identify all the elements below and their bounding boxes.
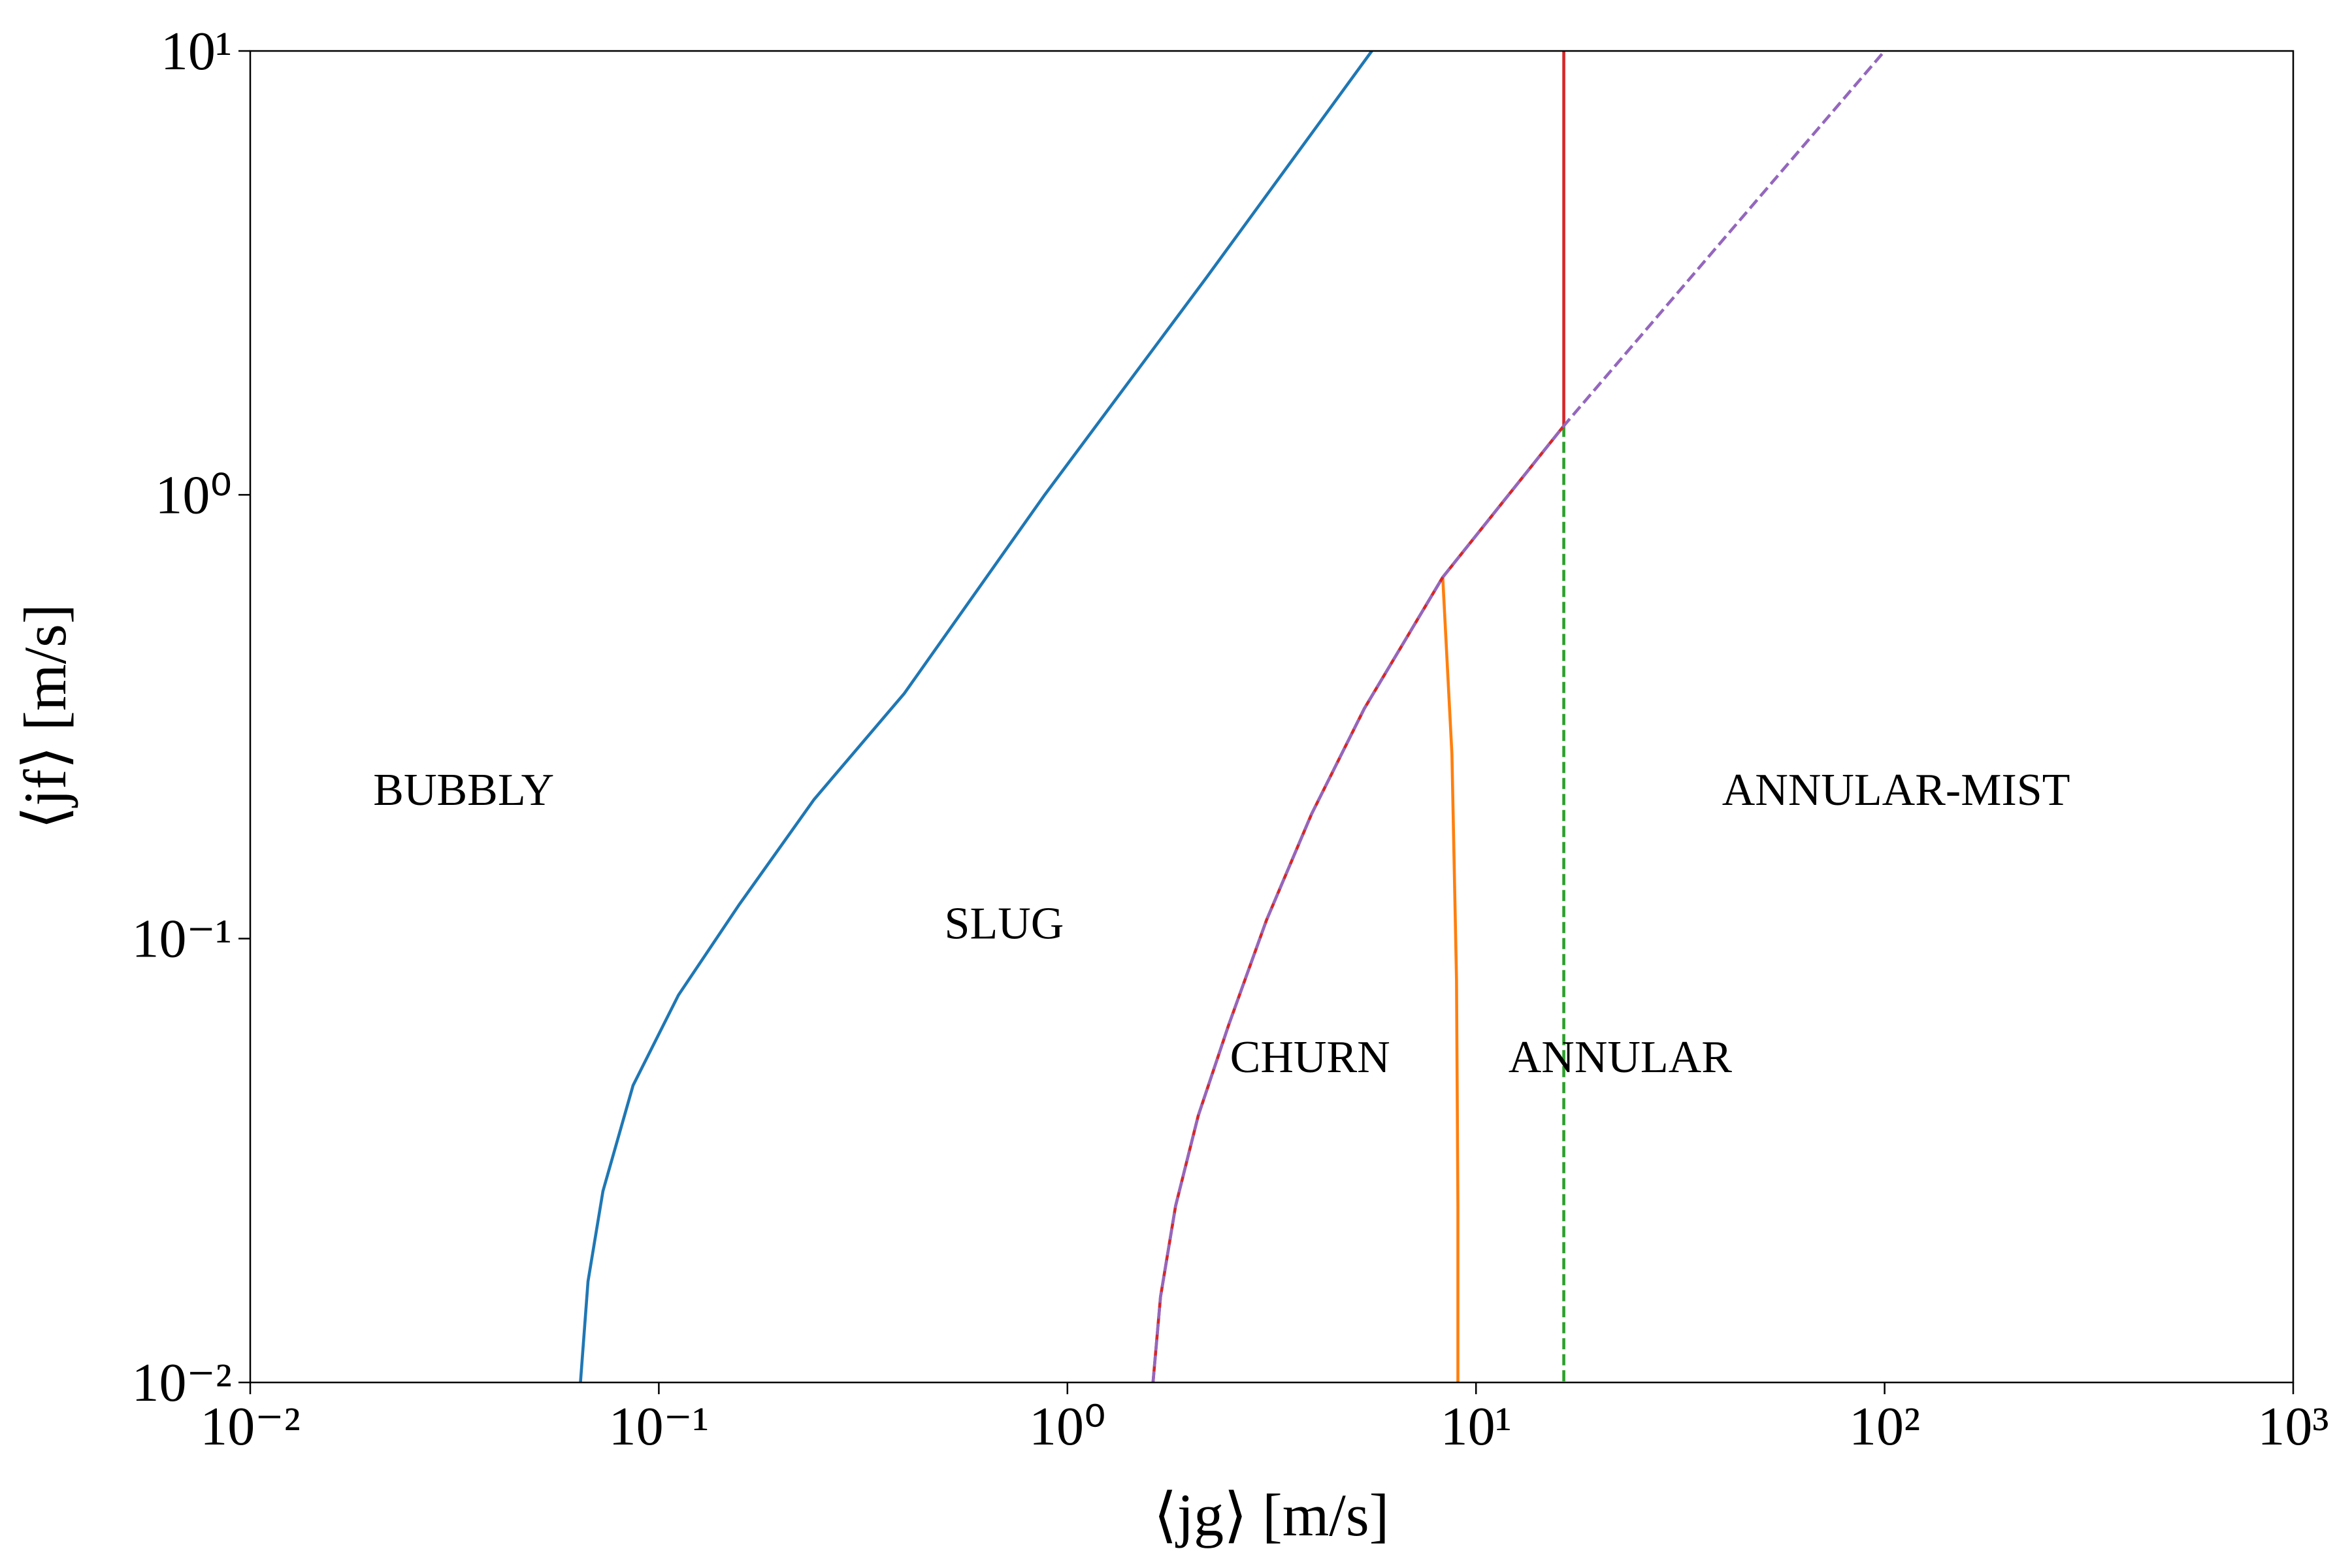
y-tick-label: 10⁰ xyxy=(155,465,232,525)
x-tick-label: 10¹ xyxy=(1441,1396,1512,1457)
series-line xyxy=(1441,577,1460,1382)
y-tick-label: 10⁻² xyxy=(131,1352,232,1413)
x-tick-label: 10⁰ xyxy=(1029,1396,1106,1457)
annotation: CHURN xyxy=(1230,1032,1390,1083)
plot-frame xyxy=(249,50,2295,1384)
x-axis-label: ⟨jg⟩ [m/s] xyxy=(1154,1482,1390,1548)
annotation: SLUG xyxy=(945,899,1064,949)
x-tick-label: 10⁻¹ xyxy=(609,1396,710,1457)
x-tick-label: 10² xyxy=(1849,1396,1920,1457)
series-line xyxy=(1151,51,1886,1382)
annotation: BUBBLY xyxy=(373,765,554,815)
x-tick-label: 10⁻² xyxy=(200,1396,301,1457)
series-line xyxy=(1151,51,1565,1382)
series-line xyxy=(579,51,1373,1382)
annotation: ANNULAR-MIST xyxy=(1722,765,2070,815)
y-tick-label: 10¹ xyxy=(161,21,232,82)
y-tick-label: 10⁻¹ xyxy=(131,909,232,970)
annotation: ANNULAR xyxy=(1509,1032,1733,1083)
x-tick-label: 10³ xyxy=(2257,1396,2328,1457)
y-axis-label: ⟨jf⟩ [m/s] xyxy=(12,604,78,829)
